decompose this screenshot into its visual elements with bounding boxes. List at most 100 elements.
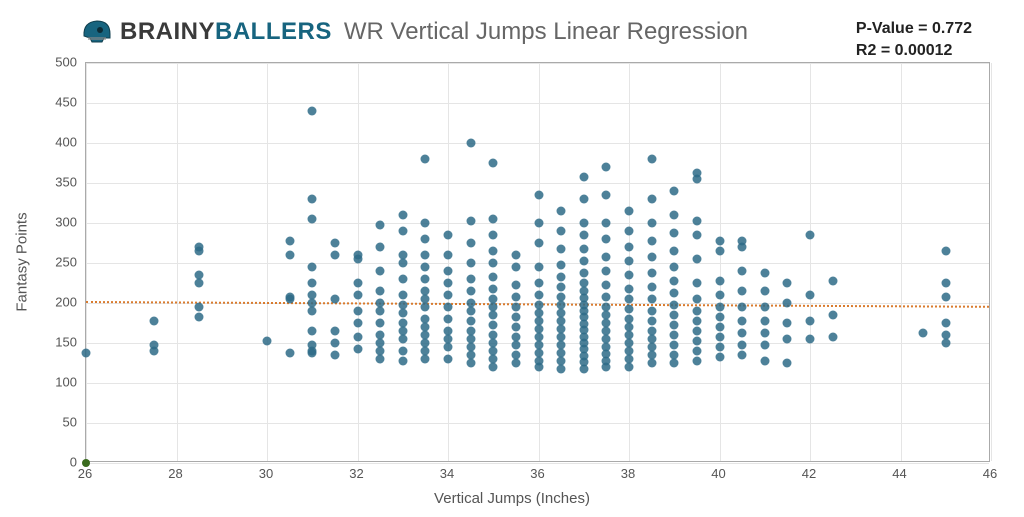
data-point [534,191,543,200]
data-point [692,347,701,356]
data-point [534,291,543,300]
x-tick: 34 [440,466,454,481]
data-point [715,332,724,341]
x-tick: 44 [892,466,906,481]
data-point [557,316,566,325]
y-tick: 150 [37,335,77,350]
data-point [398,335,407,344]
data-point [625,339,634,348]
data-point [308,340,317,349]
y-tick: 0 [37,455,77,470]
data-point [670,359,679,368]
data-point [308,327,317,336]
data-point [421,235,430,244]
data-point [376,299,385,308]
gridline-v [177,63,178,461]
data-point [489,355,498,364]
data-point [670,211,679,220]
data-point [489,339,498,348]
data-point [398,275,407,284]
data-point [376,339,385,348]
data-point [625,315,634,324]
y-tick: 400 [37,135,77,150]
gridline-h [86,423,989,424]
data-point [466,239,475,248]
data-point [670,276,679,285]
data-point [625,295,634,304]
data-point [353,332,362,341]
data-point [398,308,407,317]
x-tick: 28 [168,466,182,481]
data-point [625,363,634,372]
pvalue-text: P-Value = 0.772 [856,18,972,40]
data-point [330,251,339,260]
data-point [557,273,566,282]
x-tick: 32 [349,466,363,481]
data-point [330,239,339,248]
data-point [557,308,566,317]
data-point [579,231,588,240]
data-point [715,303,724,312]
data-point [783,279,792,288]
data-point [489,347,498,356]
data-point [398,259,407,268]
brand-logo-group: BRAINYBALLERS [80,18,332,46]
gridline-h [86,463,989,464]
data-point [466,287,475,296]
data-point [444,303,453,312]
data-point [579,257,588,266]
data-point [511,313,520,322]
data-point [511,340,520,349]
data-point [625,347,634,356]
data-point [534,316,543,325]
data-point [330,351,339,360]
data-point [692,337,701,346]
data-point [149,316,158,325]
data-point [444,279,453,288]
data-point [285,348,294,357]
r2-text: R2 = 0.00012 [856,40,972,62]
data-point [511,303,520,312]
data-point [625,323,634,332]
data-point [647,307,656,316]
data-point [308,107,317,116]
gridline-v [720,63,721,461]
data-point [285,292,294,301]
data-point [308,279,317,288]
data-point [602,163,611,172]
data-point [557,356,566,365]
x-tick: 46 [983,466,997,481]
data-point [557,292,566,301]
data-point [308,215,317,224]
data-point [579,268,588,277]
data-point [828,311,837,320]
data-point [579,195,588,204]
data-point [806,231,815,240]
data-point [489,215,498,224]
data-point [534,308,543,317]
data-point [195,271,204,280]
data-point [625,207,634,216]
gridline-h [86,383,989,384]
data-point [466,335,475,344]
data-point [738,236,747,245]
data-point [421,331,430,340]
data-point [534,324,543,333]
data-point [376,287,385,296]
data-point [511,251,520,260]
chart-header: BRAINYBALLERS WR Vertical Jumps Linear R… [80,18,748,46]
data-point [444,291,453,300]
data-point [489,247,498,256]
data-point [444,335,453,344]
data-point [715,276,724,285]
data-point [353,345,362,354]
data-point [602,191,611,200]
y-tick: 300 [37,215,77,230]
data-point [285,236,294,245]
data-point [602,235,611,244]
data-point [738,340,747,349]
brand-text-a: BRAINY [120,18,215,45]
data-point [511,359,520,368]
data-point [738,303,747,312]
data-point [670,247,679,256]
